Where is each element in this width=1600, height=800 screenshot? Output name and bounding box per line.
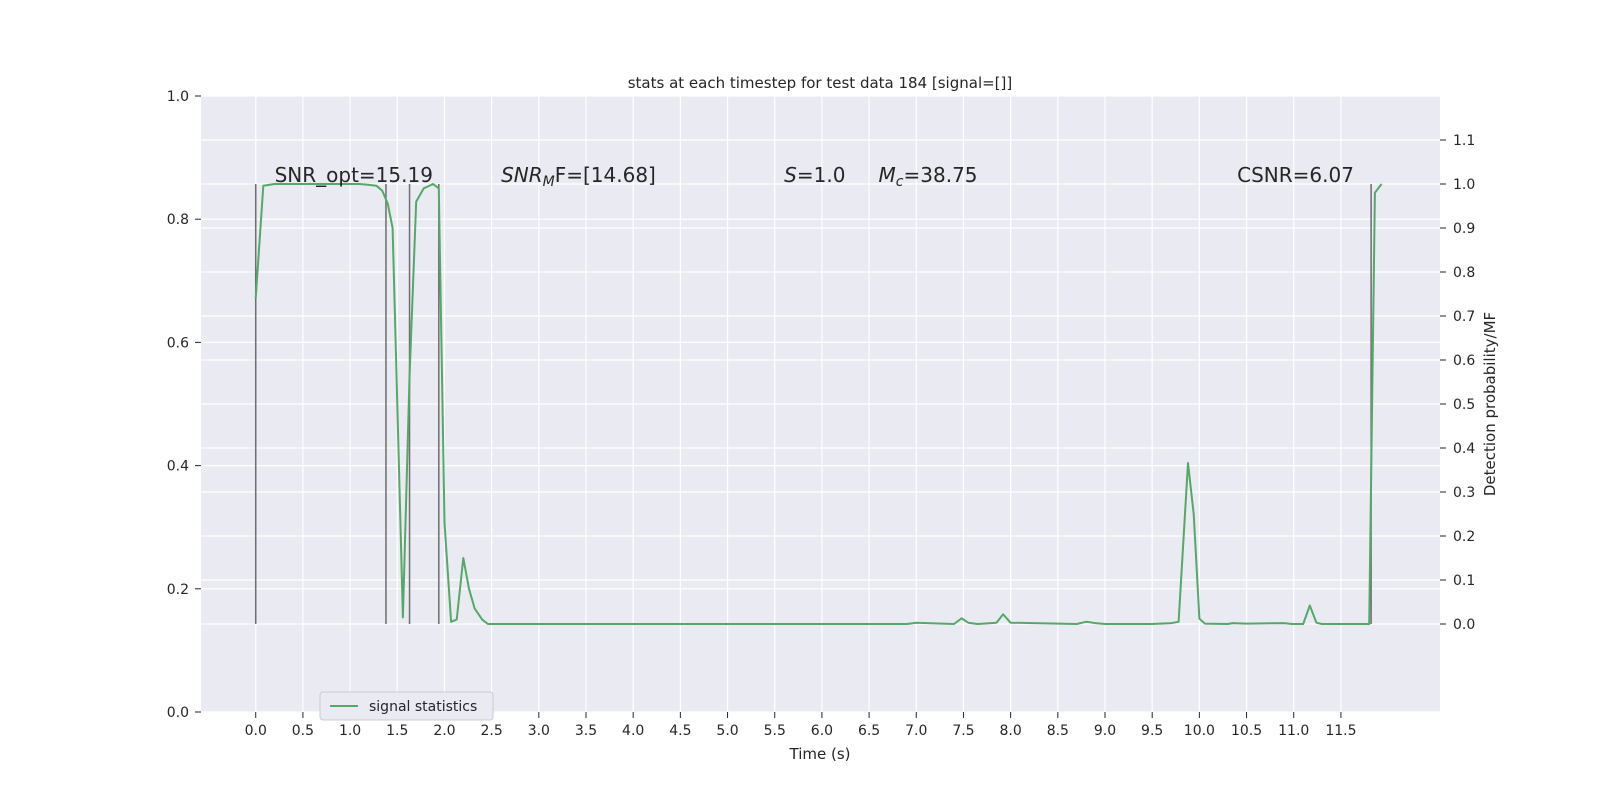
x-tick-label: 4.5 [669, 723, 691, 739]
x-tick-label: 3.5 [575, 723, 597, 739]
y-right-tick-label: 0.5 [1453, 397, 1475, 413]
x-tick-label: 8.5 [1047, 723, 1069, 739]
x-axis-label: Time (s) [789, 745, 851, 763]
x-tick-label: 11.5 [1325, 723, 1356, 739]
annotation-value: F=[14.68] [555, 163, 656, 187]
y-right-tick-label: 1.1 [1453, 133, 1475, 149]
y-left-tick-label: 0.0 [167, 705, 189, 721]
series-line [254, 183, 1383, 625]
annotation-subscript: M [543, 174, 555, 190]
y-left-tick-label: 0.2 [167, 582, 189, 598]
annotation-value: =38.75 [904, 163, 978, 187]
x-tick-label: 9.5 [1141, 723, 1163, 739]
x-tick-label: 1.0 [339, 723, 361, 739]
y-right-tick-label: 0.2 [1453, 529, 1475, 545]
y-right-tick-label: 0.0 [1453, 617, 1475, 633]
right-y-axis-label: Detection probability/MF [1481, 312, 1499, 496]
y-right-tick-label: 0.4 [1453, 441, 1475, 457]
x-tick-label: 9.0 [1094, 723, 1116, 739]
annotation-value: =1.0 [797, 163, 846, 187]
y-right-tick-label: 0.6 [1453, 353, 1475, 369]
x-tick-label: 3.0 [528, 723, 550, 739]
annotation-symbol: M [879, 163, 896, 187]
stat-annotation: CSNR=6.07 [1237, 163, 1354, 187]
x-tick-label: 10.0 [1184, 723, 1215, 739]
x-axis: 0.0 0.5 1.0 1.5 2.0 2.5 3.0 3.5 4.0 4.5 5.0 5.5 6.0 6… [245, 712, 1357, 739]
y-right-tick-label: 1.0 [1453, 177, 1475, 193]
y-left-tick-label: 0.8 [167, 212, 189, 228]
x-tick-label: 1.5 [386, 723, 408, 739]
x-tick-label: 0.0 [245, 723, 267, 739]
x-tick-label: 6.0 [811, 723, 833, 739]
stat-annotation: SNR_opt=15.19 [275, 163, 433, 187]
x-tick-label: 7.5 [952, 723, 974, 739]
x-tick-label: 5.5 [764, 723, 786, 739]
y-right-tick-label: 0.9 [1453, 221, 1475, 237]
y-right-tick-label: 0.1 [1453, 573, 1475, 589]
y-right-tick-label: 0.7 [1453, 309, 1475, 325]
x-tick-label: 8.0 [1000, 723, 1022, 739]
legend: signal statistics [319, 691, 494, 721]
x-tick-label: 5.0 [716, 723, 738, 739]
right-y-axis: 0.0 0.1 0.2 0.3 0.4 0.5 0.6 0.7 0.8 0.9 1.0 1.1 [1440, 133, 1475, 633]
grid-lines [201, 95, 1440, 713]
y-left-tick-label: 0.4 [167, 459, 189, 475]
legend-series-label: signal statistics [369, 699, 477, 715]
left-y-axis: 0.0 0.2 0.4 0.6 0.8 1.0 [167, 89, 201, 721]
legend-box [319, 691, 494, 721]
y-right-tick-label: 0.8 [1453, 265, 1475, 281]
chart-title: stats at each timestep for test data 184… [628, 74, 1013, 92]
stat-annotation: SNRMF=[14.68] [501, 163, 656, 190]
series-layer [254, 183, 1383, 625]
annotations: SNR_opt=15.19 SNRMF=[14.68] S=1.0 Mc=38.75 C… [275, 163, 1354, 190]
annotation-symbol: SNR [501, 163, 543, 187]
y-left-tick-label: 0.6 [167, 335, 189, 351]
x-tick-label: 4.0 [622, 723, 644, 739]
annotation-symbol: S [784, 163, 797, 187]
x-tick-label: 2.5 [481, 723, 503, 739]
y-right-tick-label: 0.3 [1453, 485, 1475, 501]
x-tick-label: 10.5 [1231, 723, 1262, 739]
x-tick-label: 7.0 [905, 723, 927, 739]
annotation-subscript: c [896, 174, 904, 190]
x-tick-label: 6.5 [858, 723, 880, 739]
x-tick-label: 11.0 [1278, 723, 1309, 739]
x-tick-label: 0.5 [292, 723, 314, 739]
y-left-tick-label: 1.0 [167, 89, 189, 105]
stat-annotation: S=1.0 [784, 163, 845, 187]
x-tick-label: 2.0 [433, 723, 455, 739]
stat-annotation: Mc=38.75 [879, 163, 978, 190]
